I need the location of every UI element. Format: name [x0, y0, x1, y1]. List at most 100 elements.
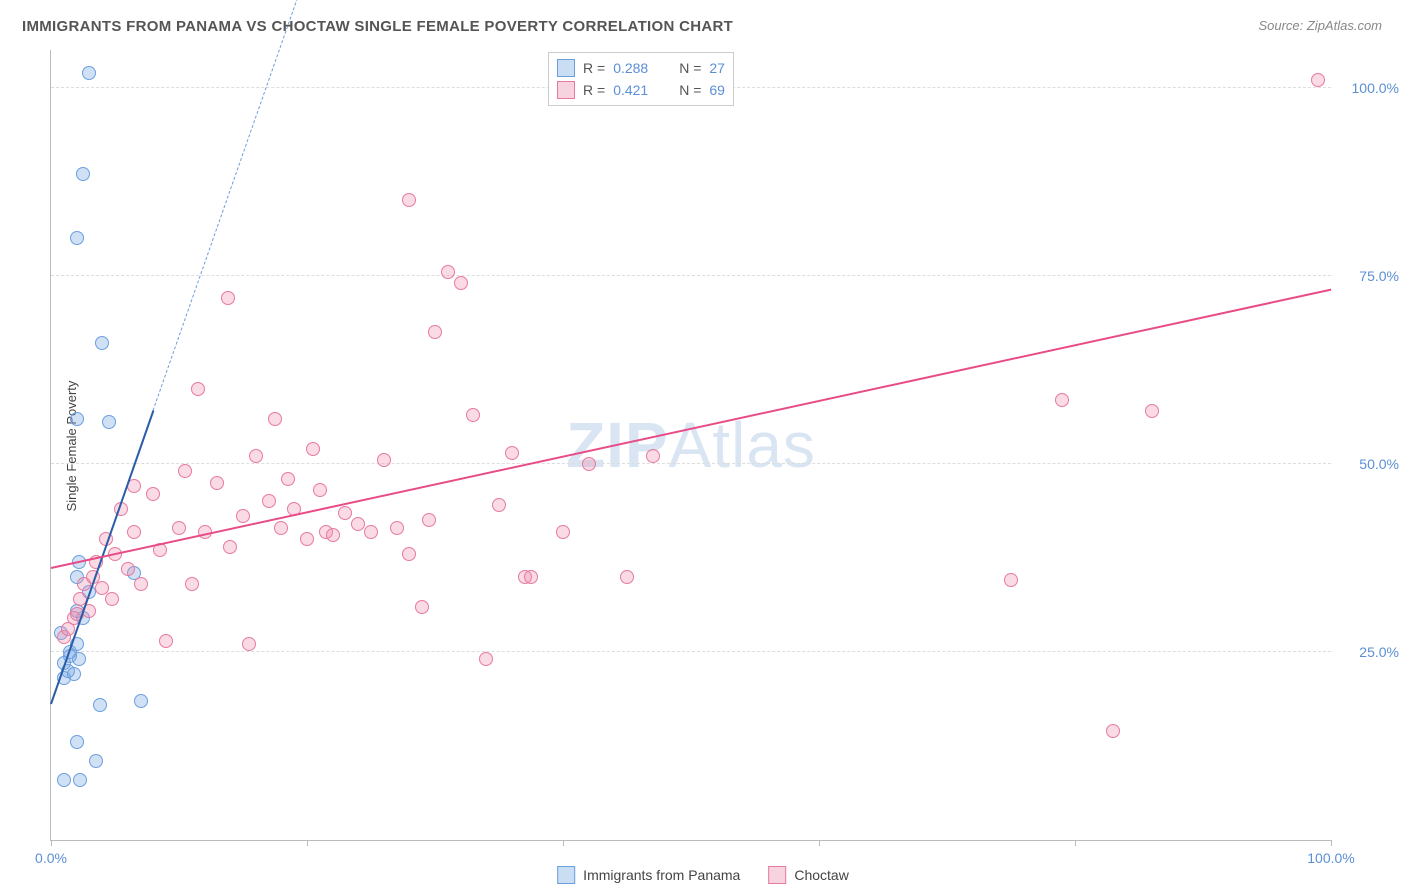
- scatter-point-choctaw: [1004, 573, 1018, 587]
- gridline: [51, 275, 1331, 276]
- legend-series: Immigrants from Panama Choctaw: [557, 866, 849, 884]
- scatter-point-choctaw: [262, 494, 276, 508]
- x-tick: [1075, 840, 1076, 846]
- scatter-point-choctaw: [377, 453, 391, 467]
- legend-n-label: N =: [679, 82, 701, 98]
- scatter-point-choctaw: [492, 498, 506, 512]
- scatter-point-choctaw: [364, 525, 378, 539]
- scatter-point-choctaw: [422, 513, 436, 527]
- scatter-point-choctaw: [178, 464, 192, 478]
- scatter-point-choctaw: [402, 193, 416, 207]
- x-tick: [307, 840, 308, 846]
- scatter-point-panama: [82, 66, 96, 80]
- y-tick-label: 50.0%: [1339, 456, 1399, 472]
- legend-series-item-choctaw: Choctaw: [768, 866, 848, 884]
- scatter-point-choctaw: [306, 442, 320, 456]
- scatter-point-choctaw: [454, 276, 468, 290]
- scatter-point-choctaw: [221, 291, 235, 305]
- scatter-point-choctaw: [121, 562, 135, 576]
- scatter-point-panama: [95, 336, 109, 350]
- source-attribution: Source: ZipAtlas.com: [1258, 18, 1382, 33]
- scatter-point-choctaw: [428, 325, 442, 339]
- x-tick: [819, 840, 820, 846]
- legend-series-label: Immigrants from Panama: [583, 867, 740, 883]
- y-tick-label: 100.0%: [1339, 80, 1399, 96]
- x-tick: [563, 840, 564, 846]
- scatter-point-panama: [76, 167, 90, 181]
- scatter-point-choctaw: [300, 532, 314, 546]
- trendline: [153, 0, 333, 411]
- scatter-point-choctaw: [326, 528, 340, 542]
- scatter-point-panama: [70, 412, 84, 426]
- gridline: [51, 463, 1331, 464]
- legend-correlation: R =0.288N =27R =0.421N =69: [548, 52, 734, 106]
- scatter-point-choctaw: [274, 521, 288, 535]
- scatter-point-panama: [73, 773, 87, 787]
- legend-r-label: R =: [583, 60, 605, 76]
- plot-area: ZIPAtlas 25.0%50.0%75.0%100.0%0.0%100.0%: [50, 50, 1331, 841]
- scatter-point-choctaw: [105, 592, 119, 606]
- trendline: [51, 289, 1331, 569]
- legend-swatch: [768, 866, 786, 884]
- scatter-point-choctaw: [351, 517, 365, 531]
- scatter-point-choctaw: [505, 446, 519, 460]
- scatter-point-choctaw: [390, 521, 404, 535]
- scatter-point-choctaw: [313, 483, 327, 497]
- x-tick: [1331, 840, 1332, 846]
- scatter-point-panama: [102, 415, 116, 429]
- scatter-point-choctaw: [402, 547, 416, 561]
- scatter-point-choctaw: [646, 449, 660, 463]
- scatter-point-panama: [93, 698, 107, 712]
- legend-correlation-row-choctaw: R =0.421N =69: [557, 79, 725, 101]
- gridline: [51, 651, 1331, 652]
- scatter-point-choctaw: [236, 509, 250, 523]
- legend-series-item-panama: Immigrants from Panama: [557, 866, 740, 884]
- scatter-point-choctaw: [134, 577, 148, 591]
- scatter-point-choctaw: [1055, 393, 1069, 407]
- scatter-point-choctaw: [185, 577, 199, 591]
- scatter-point-choctaw: [556, 525, 570, 539]
- scatter-point-choctaw: [466, 408, 480, 422]
- chart-title: IMMIGRANTS FROM PANAMA VS CHOCTAW SINGLE…: [22, 18, 733, 35]
- scatter-point-choctaw: [281, 472, 295, 486]
- legend-n-value: 69: [709, 82, 725, 98]
- scatter-point-choctaw: [210, 476, 224, 490]
- scatter-point-choctaw: [338, 506, 352, 520]
- scatter-point-choctaw: [1145, 404, 1159, 418]
- scatter-point-panama: [70, 231, 84, 245]
- watermark: ZIPAtlas: [566, 408, 816, 482]
- scatter-point-choctaw: [127, 525, 141, 539]
- scatter-point-choctaw: [223, 540, 237, 554]
- scatter-point-choctaw: [242, 637, 256, 651]
- legend-r-label: R =: [583, 82, 605, 98]
- scatter-point-panama: [70, 735, 84, 749]
- y-tick-label: 25.0%: [1339, 644, 1399, 660]
- y-tick-label: 75.0%: [1339, 268, 1399, 284]
- legend-n-value: 27: [709, 60, 725, 76]
- legend-n-label: N =: [679, 60, 701, 76]
- legend-swatch: [557, 81, 575, 99]
- scatter-point-choctaw: [415, 600, 429, 614]
- chart-container: IMMIGRANTS FROM PANAMA VS CHOCTAW SINGLE…: [0, 0, 1406, 892]
- x-tick-label: 100.0%: [1307, 850, 1354, 866]
- scatter-point-panama: [89, 754, 103, 768]
- scatter-point-choctaw: [620, 570, 634, 584]
- scatter-point-choctaw: [268, 412, 282, 426]
- scatter-point-choctaw: [249, 449, 263, 463]
- scatter-point-choctaw: [172, 521, 186, 535]
- scatter-point-panama: [134, 694, 148, 708]
- scatter-point-choctaw: [524, 570, 538, 584]
- scatter-point-choctaw: [191, 382, 205, 396]
- scatter-point-panama: [57, 773, 71, 787]
- scatter-point-panama: [67, 667, 81, 681]
- x-tick: [51, 840, 52, 846]
- legend-swatch: [557, 59, 575, 77]
- scatter-point-choctaw: [479, 652, 493, 666]
- legend-correlation-row-panama: R =0.288N =27: [557, 57, 725, 79]
- scatter-point-choctaw: [441, 265, 455, 279]
- scatter-point-choctaw: [146, 487, 160, 501]
- scatter-point-choctaw: [582, 457, 596, 471]
- scatter-point-choctaw: [1311, 73, 1325, 87]
- watermark-sub: Atlas: [669, 409, 816, 481]
- legend-series-label: Choctaw: [794, 867, 848, 883]
